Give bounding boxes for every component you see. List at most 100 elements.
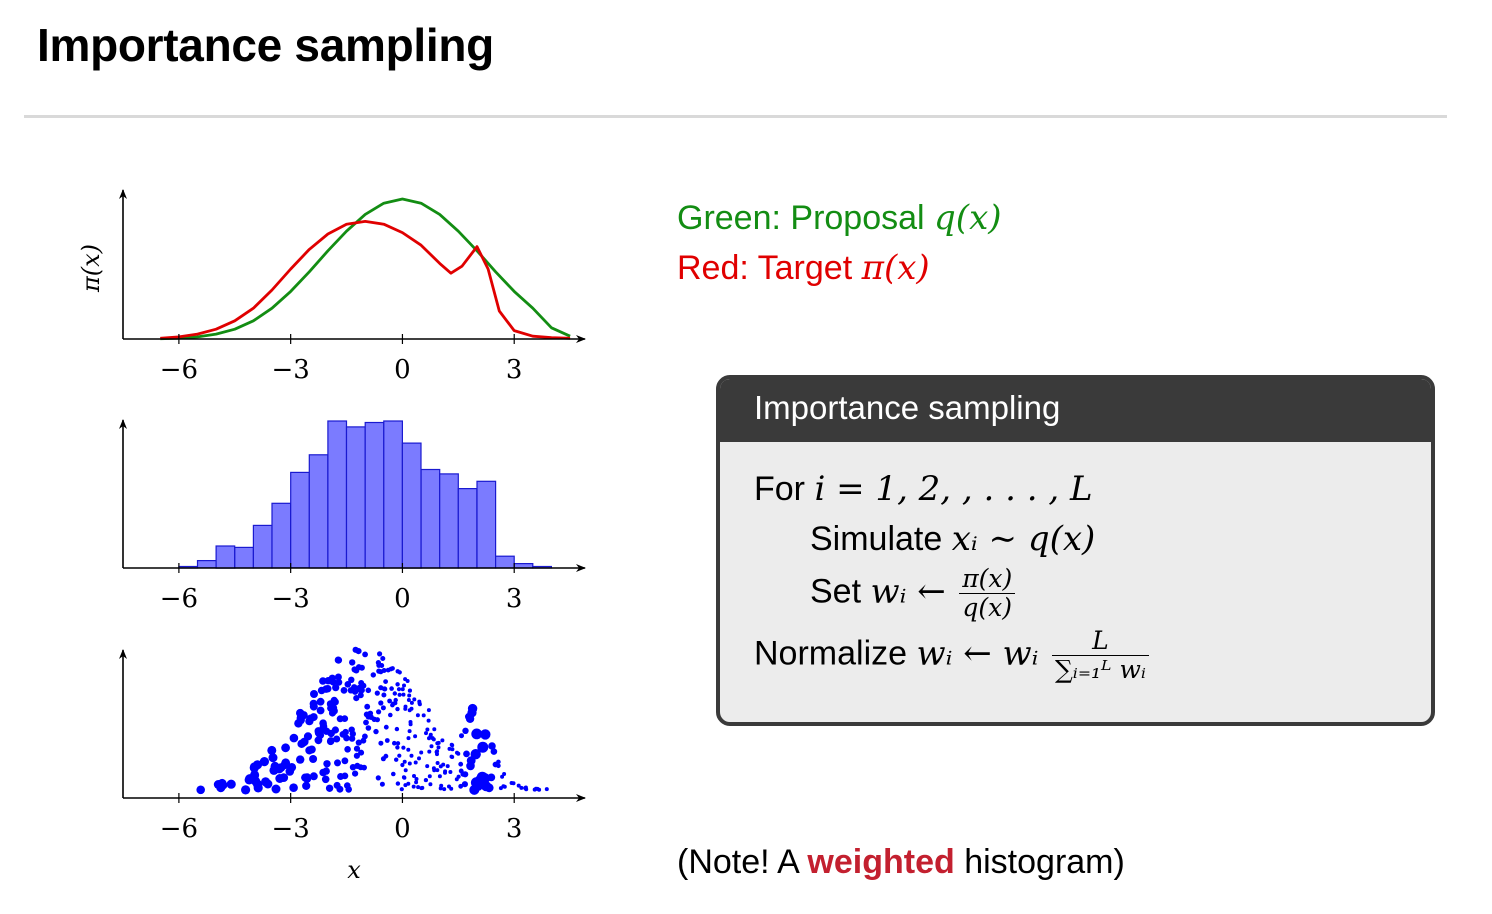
sample-point [348, 735, 356, 742]
sample-point [335, 678, 343, 686]
sample-point [373, 728, 379, 735]
sample-point [268, 753, 278, 763]
sample-point [349, 730, 356, 738]
sample-point [309, 702, 318, 711]
sample-point [462, 727, 469, 734]
sample-point [340, 687, 348, 694]
sample-point [490, 748, 498, 755]
sample-point [334, 673, 342, 681]
sample-point [435, 768, 440, 773]
sample-point [427, 774, 432, 779]
for-range-math: i = 1, 2, , . . . , L [814, 469, 1093, 509]
x-tick-label: 0 [394, 814, 411, 844]
sample-point [341, 757, 349, 765]
sample-point [379, 781, 385, 787]
sample-point [535, 786, 540, 791]
sample-point [406, 747, 411, 752]
sample-point [380, 656, 386, 661]
sample-point [241, 785, 251, 795]
sample-point [324, 685, 332, 693]
sample-point [321, 775, 330, 784]
sample-point [417, 756, 421, 761]
histogram-bar [401, 442, 422, 569]
sample-point [450, 743, 455, 748]
sample-point [419, 786, 424, 791]
sample-point [409, 706, 414, 711]
sample-point [395, 682, 400, 687]
sample-point [439, 783, 444, 788]
sample-point [395, 706, 400, 712]
sample-point [344, 681, 352, 688]
sample-point [374, 690, 380, 696]
sample-point [424, 778, 428, 783]
sample-point [432, 768, 437, 773]
sample-point [417, 699, 422, 704]
sample-point [383, 753, 389, 759]
sample-point [341, 715, 349, 722]
sample-point [333, 781, 341, 789]
histogram-bar [345, 426, 366, 569]
algorithm-header: Importance sampling [720, 379, 1431, 442]
sample-point [383, 679, 388, 684]
sample-point [310, 690, 318, 698]
sample-point [352, 770, 359, 777]
sample-point [362, 651, 368, 658]
x-tick-label: −3 [271, 814, 309, 844]
sample-point [289, 733, 299, 743]
sample-point [465, 714, 475, 723]
histogram-bar [420, 468, 441, 569]
sample-point [367, 710, 374, 717]
sample-point [365, 687, 372, 694]
sample-point [470, 777, 482, 788]
sample-point [399, 787, 404, 792]
sample-point [378, 740, 384, 746]
sample-point [414, 780, 419, 785]
sample-point [375, 775, 381, 781]
algorithm-line-set: Set wᵢ ← π(x) q(x) [810, 565, 1016, 622]
normalize-numerator: L [1051, 627, 1149, 656]
histogram-bar [457, 488, 478, 569]
sample-point [511, 781, 516, 786]
normalize-denominator: ∑ᵢ₌₁ᴸ wᵢ [1054, 655, 1146, 684]
histogram-bar [476, 480, 497, 569]
sample-point [357, 764, 364, 771]
sample-point [392, 740, 397, 746]
sample-point [421, 713, 426, 718]
sample-point [519, 785, 524, 790]
sample-point [406, 736, 411, 741]
sample-point [407, 693, 412, 698]
sample-point [343, 734, 350, 742]
histogram-bar [271, 502, 292, 569]
legend-proposal: Green: Proposal q(x) [677, 193, 1002, 243]
sample-point [341, 772, 349, 780]
histogram-bar [327, 420, 348, 569]
sample-point [352, 688, 359, 695]
histogram-bar [308, 454, 329, 569]
sample-point [416, 785, 421, 790]
sample-point [409, 753, 414, 758]
algorithm-line-normalize: Normalize wᵢ ← wᵢ L ∑ᵢ₌₁ᴸ wᵢ [754, 627, 1149, 684]
sample-point [319, 677, 327, 685]
sample-point [401, 745, 406, 750]
sample-point [435, 749, 440, 754]
sample-point [385, 667, 391, 673]
sample-point [496, 763, 501, 769]
sample-point [376, 709, 382, 715]
sample-point [456, 751, 461, 756]
sample-point [349, 764, 357, 771]
sample-point [279, 773, 289, 782]
algorithm-box: Importance sampling For i = 1, 2, , . . … [716, 375, 1435, 726]
sample-point [419, 750, 424, 755]
sample-point [355, 739, 362, 746]
sample-point [440, 738, 445, 743]
sample-point [381, 686, 387, 692]
sample-point [360, 682, 367, 689]
sample-point [370, 672, 376, 678]
weighted-scatter-plot: −6 −3 0 3 [119, 646, 586, 844]
sample-point [523, 786, 528, 791]
sample-point [394, 726, 400, 732]
sample-point [544, 787, 549, 792]
sample-point [516, 783, 521, 788]
sample-point [387, 698, 392, 704]
sample-point [441, 762, 446, 767]
